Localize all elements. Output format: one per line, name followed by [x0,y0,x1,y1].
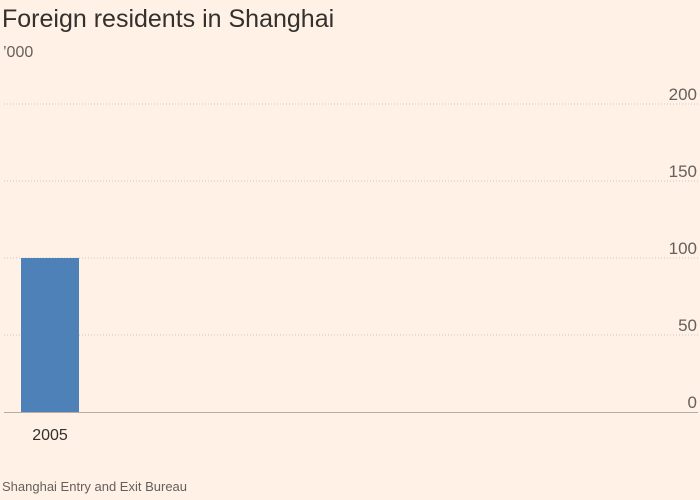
y-tick-labels: 0 50 100 150 200 [669,85,697,412]
chart-title: Foreign residents in Shanghai [2,5,335,33]
chart-subtitle-units: ’000 [3,44,34,61]
y-tick-label-100: 100 [669,239,697,258]
x-tick-labels: 2005 [32,427,68,444]
gridlines [4,103,698,336]
bars [21,258,79,412]
y-tick-label-200: 200 [669,85,697,104]
y-tick-label-50: 50 [678,316,697,335]
chart-source: Shanghai Entry and Exit Bureau [2,479,188,494]
bar-2005 [21,258,79,412]
x-tick-label-2005: 2005 [32,427,68,444]
y-tick-label-150: 150 [669,162,697,181]
y-tick-label-0: 0 [688,393,697,412]
